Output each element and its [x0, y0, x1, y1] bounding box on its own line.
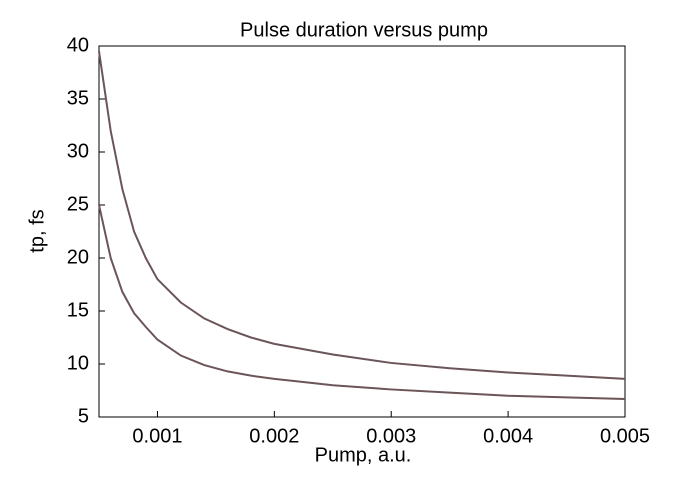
x-tick-label: 0.003: [366, 425, 416, 447]
line: [98, 51, 626, 380]
x-tick-label: 0.005: [600, 425, 650, 447]
y-tick-label: 20: [67, 246, 89, 268]
line: [98, 204, 626, 400]
chart-title: Pulse duration versus pump: [240, 19, 488, 41]
x-axis-label: Pump, a.u.: [315, 444, 412, 466]
x-tick-label: 0.002: [249, 425, 299, 447]
x-tick-label: 0.004: [483, 425, 533, 447]
y-tick-label: 15: [67, 299, 89, 321]
plot-frame: [98, 45, 626, 418]
y-tick-label: 10: [67, 352, 89, 374]
y-tick-label: 40: [67, 34, 89, 56]
y-tick-label: 5: [78, 405, 89, 427]
y-tick-label: 30: [67, 140, 89, 162]
y-axis-label: tp, fs: [26, 209, 48, 252]
y-tick-label: 35: [67, 87, 89, 109]
x-tick-label: 0.001: [132, 425, 182, 447]
y-tick-label: 25: [67, 193, 89, 215]
